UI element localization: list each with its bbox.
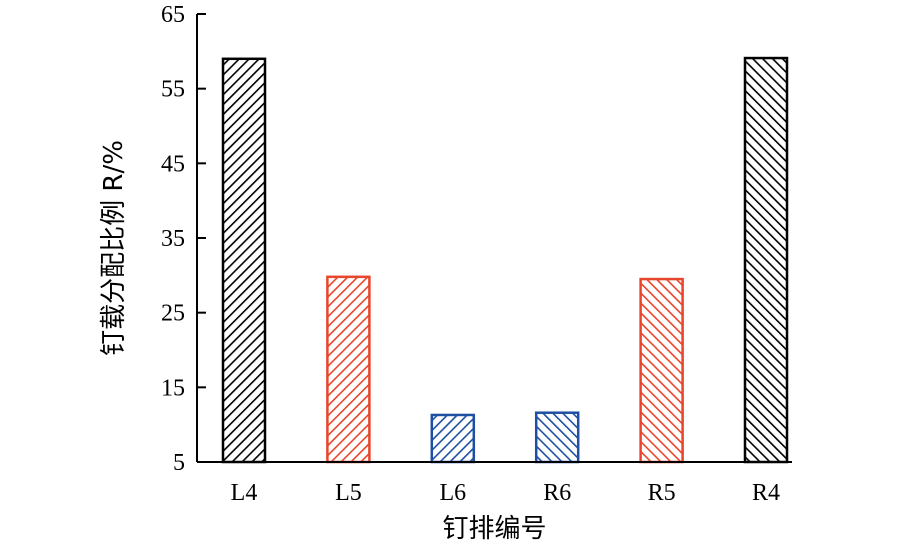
x-tick-label-l5: L5	[335, 480, 362, 506]
axes-group	[196, 14, 792, 463]
x-axis-title: 钉排编号	[442, 514, 546, 544]
y-ticks-group: 5 15 25 35 45 55 65	[161, 2, 206, 476]
x-tick-label-l4: L4	[231, 480, 258, 506]
y-tick-label: 15	[161, 375, 185, 401]
bars-group	[221, 56, 789, 464]
bar-l5	[326, 275, 371, 464]
bar-r6	[534, 411, 580, 464]
x-tick-label-r4: R4	[752, 480, 780, 506]
bar-r4	[743, 56, 789, 464]
y-axis-title: 钉载分配比例 R/%	[99, 140, 129, 356]
bar-l4	[221, 57, 267, 464]
y-tick-label: 35	[161, 226, 185, 252]
bar-l6	[430, 413, 476, 464]
y-tick-label: 55	[161, 77, 185, 103]
y-tick-label: 5	[173, 450, 185, 476]
x-tick-label-r5: R5	[648, 480, 676, 506]
x-tick-label-l6: L6	[439, 480, 466, 506]
bar-r5	[639, 277, 684, 464]
y-tick-label: 25	[161, 301, 185, 327]
x-ticks-group: L4 L5 L6 R6 R5 R4	[231, 480, 780, 506]
y-tick-label: 45	[161, 151, 185, 177]
x-tick-label-r6: R6	[543, 480, 571, 506]
y-tick-label: 65	[161, 2, 185, 28]
